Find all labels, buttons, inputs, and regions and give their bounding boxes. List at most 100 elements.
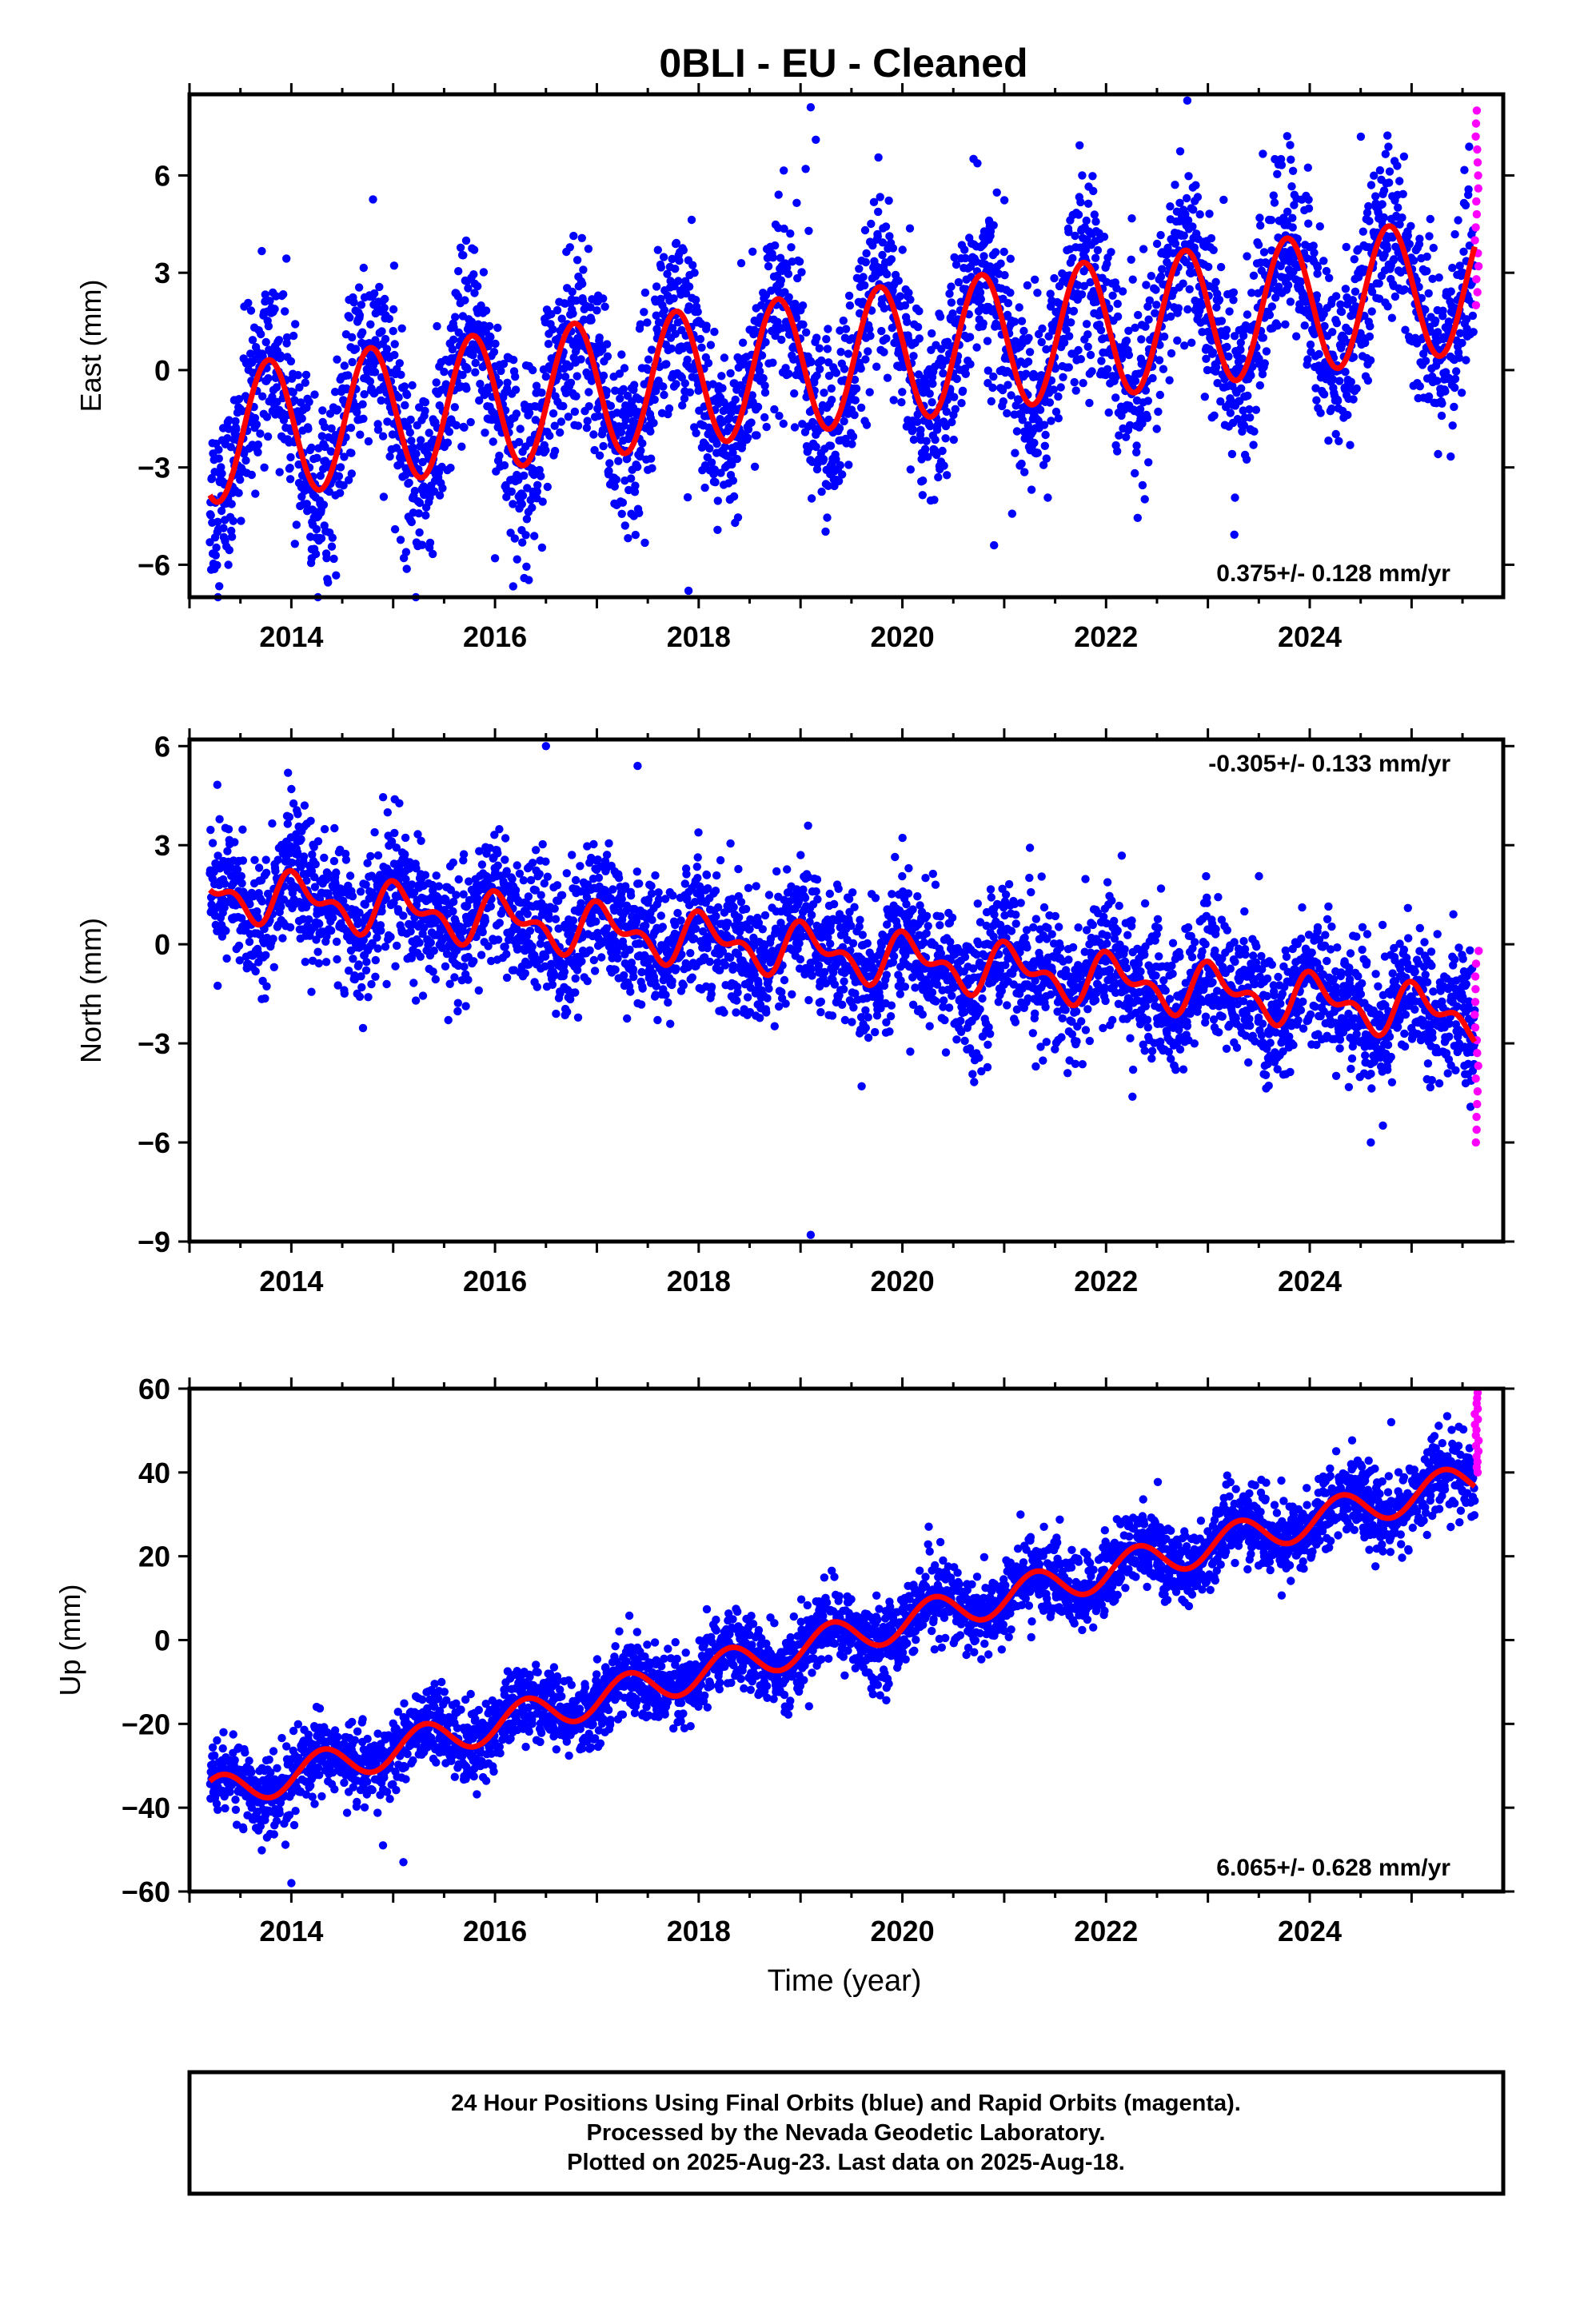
data-point: [478, 927, 487, 937]
data-point: [683, 492, 692, 502]
data-point: [1313, 263, 1323, 272]
data-point: [928, 379, 937, 389]
data-point: [301, 370, 311, 380]
data-point: [647, 454, 656, 463]
data-point: [215, 815, 224, 823]
data-point: [1122, 337, 1131, 345]
data-point: [278, 934, 287, 943]
data-point: [456, 243, 465, 252]
rapid-point: [1473, 288, 1482, 297]
data-point: [1366, 321, 1375, 331]
data-point: [1054, 414, 1063, 423]
data-point: [938, 446, 947, 456]
data-point: [919, 476, 928, 485]
data-point: [1075, 141, 1084, 149]
data-point: [610, 482, 619, 491]
data-point: [523, 910, 532, 919]
data-point: [509, 356, 518, 365]
data-point: [329, 554, 338, 564]
data-point: [246, 306, 256, 315]
data-point: [918, 491, 928, 500]
data-point: [479, 268, 489, 277]
data-point: [1315, 349, 1323, 359]
data-point: [333, 955, 341, 964]
data-point: [213, 981, 222, 991]
data-point: [771, 241, 780, 250]
data-point: [371, 955, 380, 965]
data-point: [1333, 397, 1343, 405]
data-point: [212, 543, 221, 552]
data-point: [1204, 262, 1213, 271]
data-point: [359, 263, 368, 273]
data-point: [1000, 271, 1009, 280]
data-point: [680, 379, 689, 388]
data-point: [545, 431, 554, 440]
data-point: [258, 392, 267, 401]
data-point: [453, 1007, 462, 1016]
data-point: [389, 305, 398, 314]
data-point: [522, 515, 532, 524]
data-point: [616, 394, 624, 403]
data-point: [1460, 165, 1469, 174]
data-point: [1003, 409, 1011, 418]
data-point: [1325, 273, 1334, 282]
data-point: [1133, 513, 1143, 522]
data-point: [1312, 396, 1321, 405]
data-point: [284, 768, 293, 777]
data-point: [872, 362, 881, 371]
data-point: [1175, 147, 1185, 156]
data-point: [839, 316, 848, 325]
data-point: [257, 329, 265, 339]
data-point: [728, 476, 738, 485]
y-tick-label: 6: [154, 159, 170, 192]
data-point: [1070, 377, 1079, 387]
data-point: [585, 402, 593, 411]
data-point: [784, 293, 793, 301]
data-point: [1267, 302, 1277, 311]
data-point: [469, 245, 479, 254]
data-point: [497, 366, 505, 376]
north-final-points: [205, 742, 1479, 1239]
data-point: [1441, 387, 1450, 396]
data-point: [459, 251, 468, 260]
data-point: [840, 365, 849, 373]
data-point: [1156, 230, 1165, 240]
data-point: [297, 414, 306, 423]
data-point: [359, 414, 368, 423]
data-point: [799, 320, 808, 329]
data-point: [906, 465, 916, 474]
data-point: [332, 937, 341, 947]
data-point: [1393, 161, 1402, 170]
data-point: [726, 369, 735, 378]
data-point: [664, 404, 674, 413]
data-point: [1446, 287, 1455, 296]
data-point: [381, 334, 390, 344]
data-point: [883, 373, 892, 382]
data-point: [544, 340, 553, 349]
data-point: [1096, 325, 1106, 335]
data-point: [1341, 285, 1351, 293]
data-point: [245, 937, 254, 947]
data-point: [941, 434, 950, 443]
data-point: [1033, 289, 1042, 297]
data-point: [257, 246, 266, 256]
data-point: [518, 491, 528, 500]
data-point: [382, 979, 391, 989]
data-point: [471, 358, 480, 368]
data-point: [1074, 345, 1083, 355]
data-point: [710, 327, 719, 337]
data-point: [671, 265, 680, 273]
data-point: [931, 435, 940, 444]
data-point: [743, 433, 752, 442]
data-point: [1189, 205, 1198, 214]
data-point: [1448, 263, 1457, 273]
data-point: [549, 325, 557, 334]
data-point: [533, 480, 542, 489]
data-point: [221, 927, 230, 935]
data-point: [720, 353, 729, 362]
data-point: [1038, 324, 1047, 333]
data-point: [633, 462, 642, 472]
data-point: [370, 289, 379, 298]
data-point: [1328, 328, 1337, 337]
data-point: [991, 248, 1000, 257]
